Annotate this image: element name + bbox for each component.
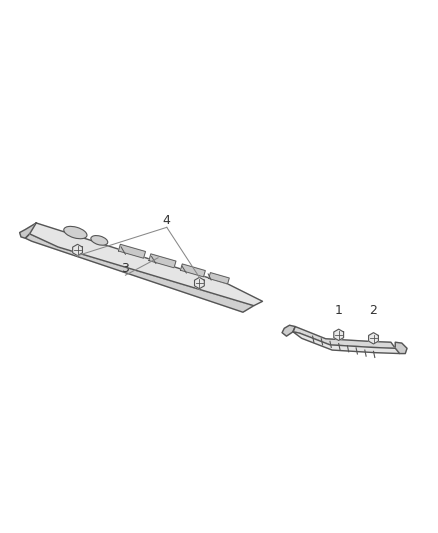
Ellipse shape [64,227,87,239]
Polygon shape [20,223,36,238]
Text: 2: 2 [370,304,378,317]
Polygon shape [118,244,145,258]
Text: 1: 1 [335,304,343,317]
Polygon shape [180,264,205,277]
Polygon shape [293,327,395,349]
Polygon shape [209,272,229,284]
Polygon shape [293,332,399,353]
Polygon shape [25,234,254,312]
Polygon shape [194,277,204,289]
Polygon shape [369,333,378,344]
Polygon shape [30,223,262,305]
Ellipse shape [91,236,108,245]
Polygon shape [73,244,82,256]
Polygon shape [282,325,295,336]
Text: 3: 3 [121,262,129,275]
Polygon shape [149,254,176,268]
Polygon shape [395,342,407,353]
Text: 4: 4 [163,214,171,228]
Polygon shape [334,329,343,341]
